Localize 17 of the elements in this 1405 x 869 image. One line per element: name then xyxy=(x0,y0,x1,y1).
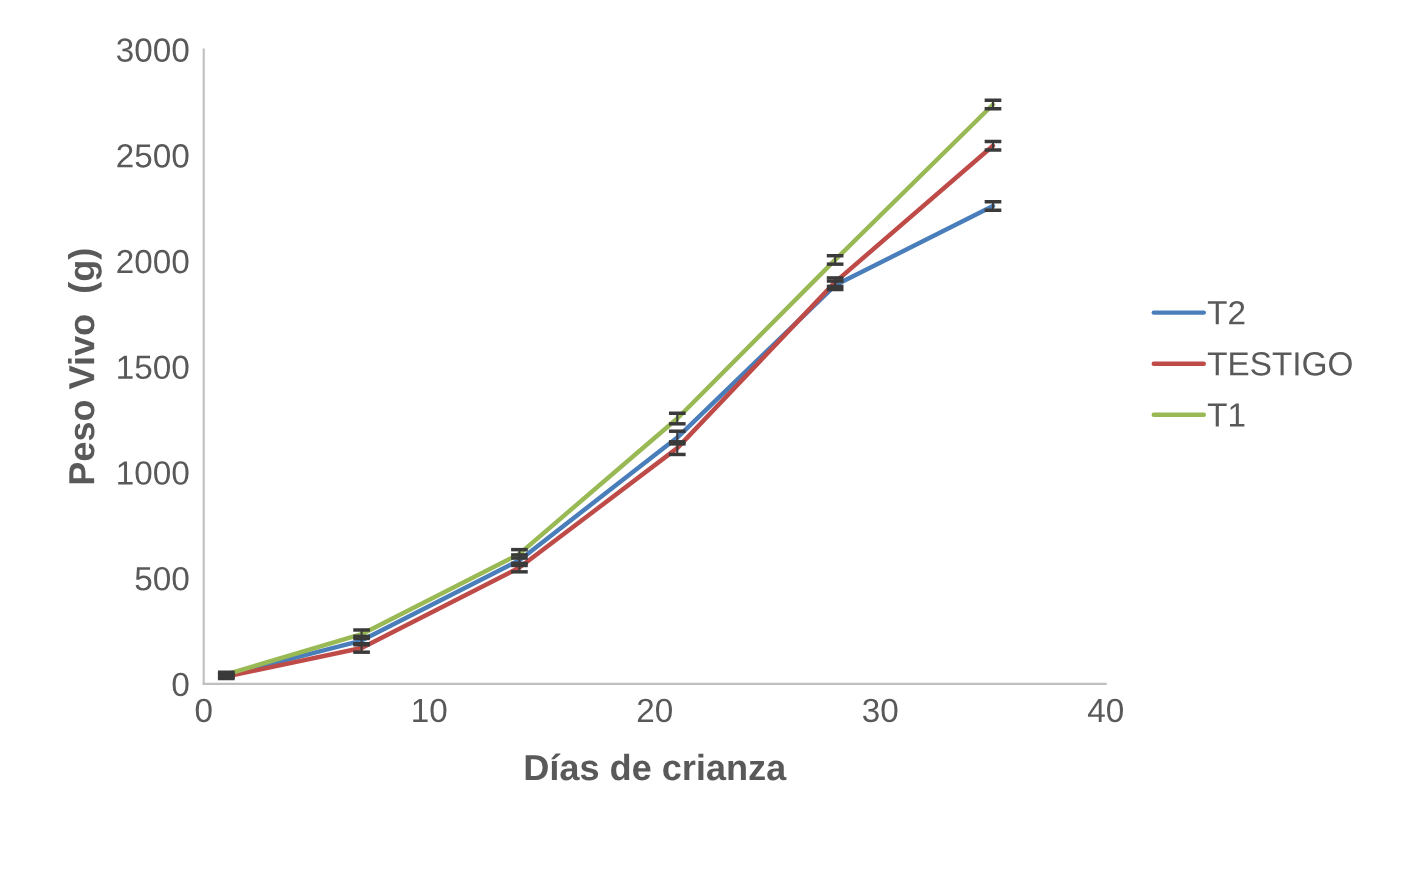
x-axis-title: Días de crianza xyxy=(525,753,787,781)
x-tick-label: 40 xyxy=(1087,698,1123,723)
y-tick-label: 3000 xyxy=(116,38,189,62)
x-tick-label: 10 xyxy=(413,698,447,723)
x-tick-label: 20 xyxy=(637,698,672,723)
y-tick-label: 1500 xyxy=(118,355,189,380)
y-tick-label: 1000 xyxy=(118,461,189,485)
y-axis-title: Peso Vivo (g) xyxy=(67,249,102,484)
y-tick-label: 2000 xyxy=(117,249,189,274)
y-tick-label: 2500 xyxy=(117,144,189,168)
x-tick-label: 0 xyxy=(195,698,212,723)
legend-label: T1 xyxy=(1207,403,1245,427)
y-tick-label: 0 xyxy=(172,672,189,697)
x-tick-label: 30 xyxy=(862,698,898,723)
y-tick-label: 500 xyxy=(135,566,189,591)
legend-label: TESTIGO xyxy=(1207,352,1352,376)
legend-label: T2 xyxy=(1207,300,1245,325)
